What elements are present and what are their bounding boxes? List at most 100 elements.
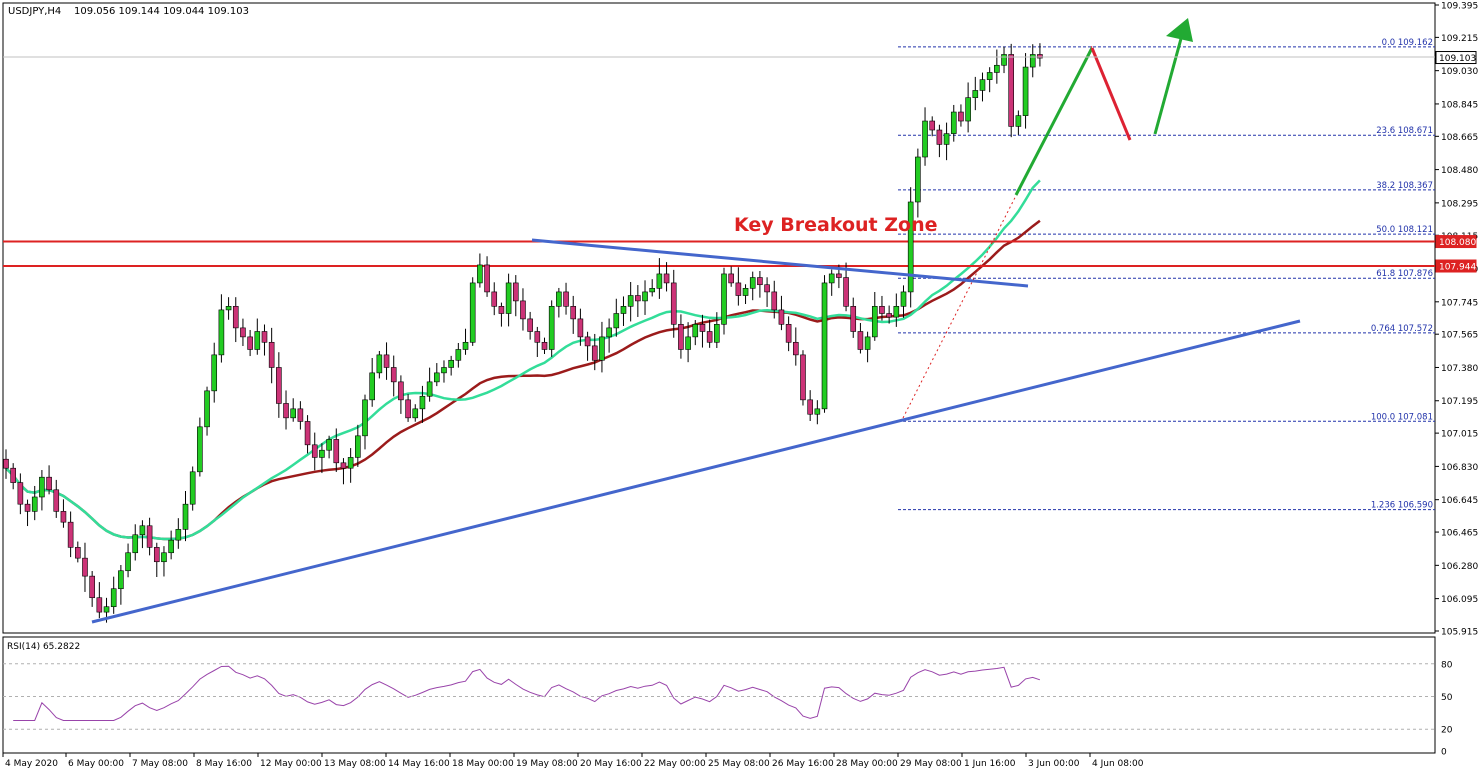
candle (268, 327, 275, 384)
fib-level-label: 38.2 108.367 (1376, 181, 1433, 191)
candle (197, 417, 203, 477)
candle (211, 342, 218, 403)
candle (958, 104, 964, 127)
candle (60, 499, 67, 528)
candle (297, 401, 304, 430)
candle (276, 352, 282, 418)
candle (362, 394, 368, 450)
x-tick-label: 22 May 00:00 (644, 759, 706, 769)
fib-level-label: 50.0 108.121 (1376, 225, 1433, 235)
fib-level-label: 0.764 107.572 (1371, 324, 1433, 334)
y-tick-label: 107.745 (1441, 298, 1478, 308)
candle (132, 524, 139, 561)
candle (261, 324, 268, 356)
fib-level-label: 23.6 108.671 (1376, 126, 1433, 136)
candle (972, 76, 979, 111)
rsi-label: RSI(14) 65.2822 (7, 642, 80, 652)
y-tick-label: 107.015 (1441, 430, 1478, 440)
candle (10, 463, 16, 490)
candle (556, 287, 562, 318)
candle (814, 400, 821, 425)
candle (577, 308, 584, 346)
y-tick-label: 105.915 (1441, 628, 1478, 638)
candle (376, 350, 383, 379)
candle (929, 116, 936, 137)
x-tick-label: 6 May 00:00 (68, 759, 124, 769)
candle (46, 465, 52, 495)
candle (254, 318, 261, 355)
candle (477, 253, 483, 288)
candle (75, 541, 81, 563)
candle (534, 326, 541, 357)
svg-text:109.103: 109.103 (1439, 54, 1476, 64)
candle (692, 320, 699, 346)
candle (800, 350, 806, 406)
candle (24, 499, 31, 527)
fib-level-label: 61.8 107.876 (1376, 269, 1433, 279)
candle (218, 294, 225, 363)
candle (879, 295, 885, 321)
candle (584, 331, 591, 361)
candle (613, 298, 620, 337)
candle (950, 104, 957, 142)
candle (1022, 53, 1029, 129)
candle (742, 284, 749, 305)
fibonacci-levels: 0.0 109.162 23.6 108.671 38.2 108.367 50.0 … (898, 38, 1435, 511)
rsi-indicator: 80 50 20 0 (3, 660, 1453, 758)
candle (333, 428, 340, 472)
candle (520, 288, 526, 331)
candle (347, 448, 354, 483)
x-tick-label: 29 May 08:00 (900, 759, 962, 769)
candle (146, 517, 153, 556)
candle (355, 424, 361, 467)
candle (864, 331, 871, 363)
y-tick-label: 108.665 (1441, 133, 1478, 143)
candle (390, 355, 397, 397)
x-tick-label: 3 Jun 00:00 (1028, 759, 1080, 769)
candle (721, 267, 727, 335)
y-tick-label: 106.830 (1441, 463, 1478, 473)
candle (225, 297, 232, 320)
candle (821, 275, 828, 413)
candle (240, 318, 246, 347)
candle (232, 297, 239, 343)
x-tick-label: 8 May 16:00 (196, 759, 252, 769)
rsi-tick-label: 0 (1441, 748, 1447, 758)
y-tick-label: 106.280 (1441, 562, 1478, 572)
candle (548, 300, 555, 357)
candle (728, 266, 734, 287)
candle (491, 282, 498, 316)
candle (591, 333, 598, 371)
candle (706, 319, 713, 348)
candle (670, 269, 677, 338)
rising-support-trendline[interactable] (91, 319, 1301, 624)
candle (398, 375, 404, 414)
candle (757, 270, 763, 298)
candle (433, 363, 440, 387)
current-price-marker: 109.103 (1435, 51, 1477, 65)
candle (311, 432, 318, 471)
candle (110, 576, 117, 614)
price-markers: 109.103 108.080 107.944 (1435, 51, 1477, 273)
x-tick-label: 25 May 08:00 (708, 759, 770, 769)
candle (448, 355, 454, 376)
candle (3, 449, 9, 479)
candle (771, 280, 778, 319)
candle (922, 107, 928, 166)
candle (175, 518, 182, 549)
arrows (1014, 18, 1193, 196)
candle (699, 314, 706, 348)
y-tick-label: 109.030 (1441, 67, 1478, 77)
candle (563, 282, 569, 315)
rsi-tick-label: 20 (1441, 726, 1453, 736)
candle (606, 318, 612, 353)
candle (871, 291, 878, 341)
candle (642, 280, 648, 315)
rsi-line (13, 665, 1041, 721)
candle (570, 295, 577, 334)
candle (89, 571, 95, 607)
candle (627, 282, 634, 322)
candle (965, 82, 971, 133)
falling-resistance-trendline[interactable] (531, 238, 1029, 288)
candle (663, 262, 670, 292)
